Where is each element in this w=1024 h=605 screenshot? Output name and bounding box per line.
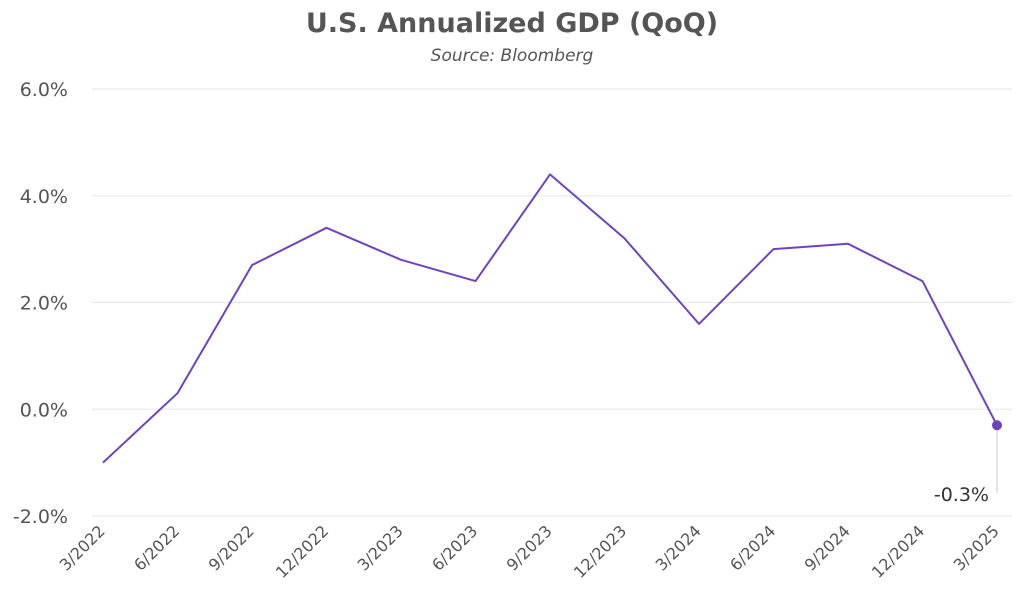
x-tick-label: 3/2022 [56, 521, 109, 574]
x-tick-label: 9/2023 [503, 521, 556, 574]
y-tick-label: 6.0% [20, 79, 68, 101]
y-axis-ticks: 6.0% 4.0% 2.0% 0.0% -2.0% [13, 79, 68, 528]
x-tick-label: 12/2023 [570, 521, 630, 581]
y-tick-label: 0.0% [20, 399, 68, 421]
x-tick-label: 6/2022 [130, 521, 183, 574]
x-tick-label: 12/2022 [272, 521, 332, 581]
chart-title: U.S. Annualized GDP (QoQ) [305, 8, 719, 39]
x-tick-label: 3/2023 [354, 521, 407, 574]
series-line [102, 173, 998, 464]
gridlines [92, 88, 1012, 517]
x-tick-label: 9/2022 [205, 521, 258, 574]
y-tick-label: 2.0% [20, 293, 68, 315]
x-axis-ticks: 3/2022 6/2022 9/2022 12/2022 3/2023 6/2023 9/2… [56, 521, 1003, 581]
x-tick-label: 6/2023 [428, 521, 481, 574]
x-tick-label: 6/2024 [726, 521, 779, 574]
last-value-label: -0.3% [934, 484, 989, 506]
x-tick-label: 3/2025 [950, 521, 1003, 574]
x-tick-label: 9/2024 [801, 521, 854, 574]
y-tick-label: 4.0% [20, 186, 68, 208]
y-tick-label: -2.0% [13, 506, 68, 528]
x-tick-label: 12/2024 [868, 521, 928, 581]
annotation-layer: -0.3% [934, 420, 1002, 506]
chart-subtitle: Source: Bloomberg [430, 46, 594, 66]
series-layer [102, 173, 998, 464]
last-point-marker [992, 420, 1002, 431]
x-tick-label: 3/2024 [652, 521, 705, 574]
